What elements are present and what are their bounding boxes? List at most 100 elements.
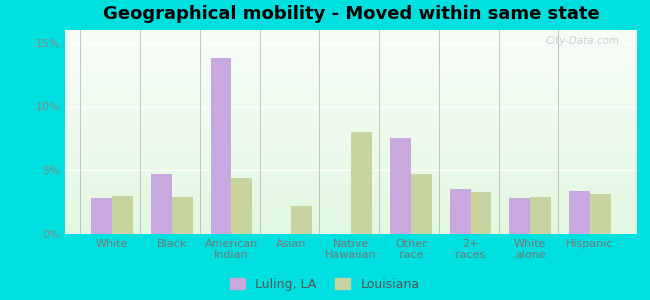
Bar [65,155,637,157]
Bar [65,84,637,85]
Bar [65,75,637,76]
Bar [65,52,637,53]
Bar [65,93,637,94]
Bar [65,198,637,199]
Bar [65,185,637,186]
Bar [65,165,637,166]
Bar [65,186,637,187]
Bar [65,31,637,32]
Bar [65,163,637,164]
Bar [65,174,637,175]
Bar [65,56,637,58]
Bar [65,180,637,181]
Bar [65,135,637,136]
Bar [65,38,637,39]
Bar [65,104,637,106]
Bar [65,149,637,150]
Bar [65,158,637,160]
Bar [65,206,637,208]
Bar [65,118,637,119]
Bar [65,168,637,169]
Bar [65,77,637,78]
Bar [65,224,637,225]
Legend: Luling, LA, Louisiana: Luling, LA, Louisiana [231,278,419,291]
Bar [351,132,372,234]
Bar [65,129,637,130]
Bar [65,177,637,178]
Bar [65,41,637,42]
Bar [65,209,637,211]
Bar [65,176,637,177]
Bar [65,131,637,132]
Bar [65,67,637,68]
Bar [65,212,637,213]
Bar [65,95,637,96]
Bar [65,142,637,143]
Bar [65,227,637,228]
Bar [65,154,637,155]
Bar [65,214,637,216]
Bar [65,157,637,158]
Text: City-Data.com: City-Data.com [546,36,620,46]
Bar [231,178,252,234]
Bar [65,137,637,138]
Bar [65,119,637,120]
Bar [65,65,637,66]
Bar [65,193,637,194]
Bar [65,125,637,126]
Bar [65,178,637,179]
Bar [65,164,637,165]
Bar [65,194,637,195]
Bar [65,76,637,77]
Bar [65,58,637,60]
Bar [151,174,172,234]
Bar [65,36,637,37]
Bar [65,120,637,121]
Bar [390,138,411,234]
Bar [65,222,637,223]
Bar [65,173,637,174]
Bar [65,121,637,122]
Bar [65,109,637,110]
Bar [65,162,637,163]
Bar [65,100,637,101]
Bar [65,179,637,180]
Bar [65,136,637,137]
Bar [65,87,637,88]
Bar [91,198,112,234]
Bar [65,140,637,141]
Bar [65,148,637,149]
Bar [510,198,530,234]
Bar [65,134,637,135]
Bar [65,192,637,193]
Bar [65,90,637,91]
Bar [65,61,637,63]
Bar [65,32,637,33]
Bar [65,81,637,82]
Bar [65,99,637,101]
Bar [65,213,637,214]
Bar [65,45,637,46]
Bar [65,199,637,200]
Bar [65,48,637,50]
Bar [65,216,637,217]
Bar [65,221,637,222]
Bar [65,50,637,51]
Bar [65,68,637,69]
Bar [65,126,637,127]
Bar [411,174,432,234]
Bar [65,218,637,219]
Bar [65,117,637,118]
Bar [65,42,637,43]
Bar [65,160,637,162]
Bar [65,138,637,139]
Bar [65,69,637,70]
Bar [65,102,637,104]
Bar [65,200,637,201]
Bar [65,96,637,97]
Bar [65,203,637,204]
Bar [65,230,637,231]
Bar [65,55,637,56]
Bar [65,196,637,197]
Bar [65,64,637,65]
